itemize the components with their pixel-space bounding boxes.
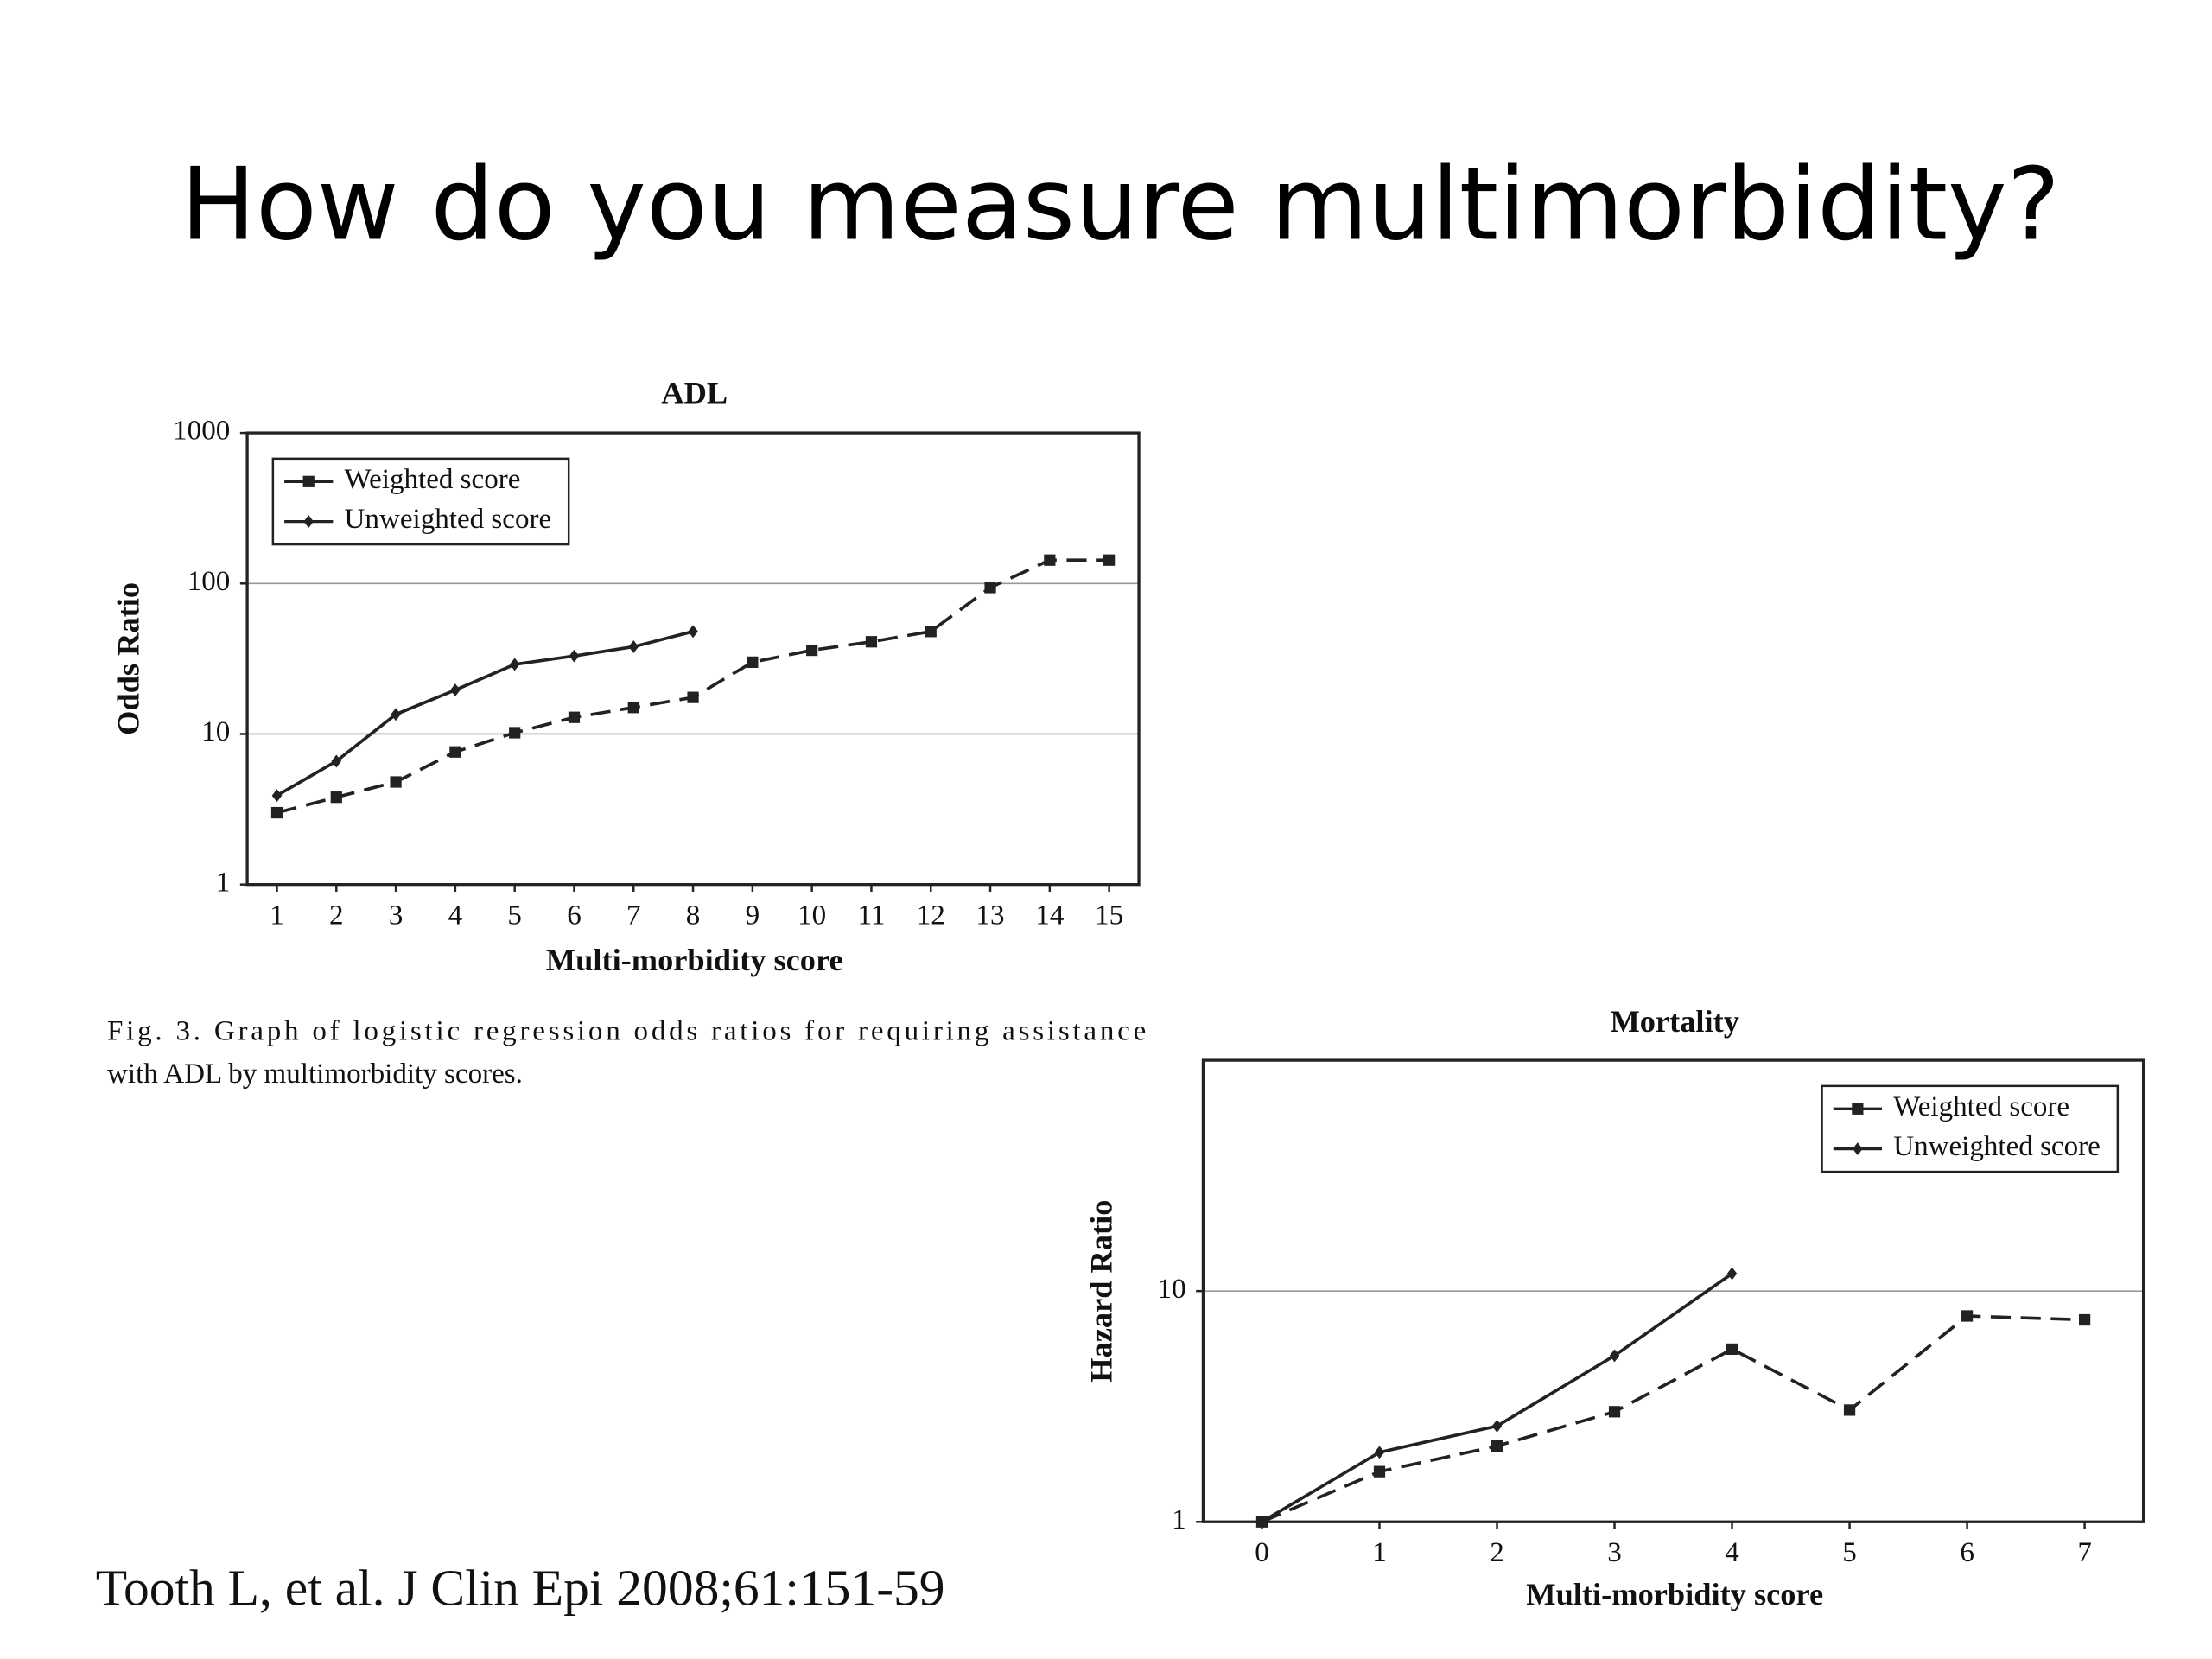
x-tick-label: 13 xyxy=(976,899,1005,931)
plot-frame xyxy=(1201,1058,2145,1523)
y-tick-label: 1000 xyxy=(173,416,230,447)
marker xyxy=(509,658,520,671)
x-tick-label: 6 xyxy=(567,899,582,931)
x-tick-label: 5 xyxy=(1842,1537,1857,1568)
x-axis-label: Multi-morbidity score xyxy=(546,943,843,977)
y-tick-label: 1 xyxy=(216,867,231,898)
caption-line: Fig. 3. Graph of logistic regression odd… xyxy=(107,1015,1146,1046)
marker xyxy=(569,649,580,663)
y-tick-label: 10 xyxy=(201,716,230,747)
legend-label: Weighted score xyxy=(345,464,521,495)
x-tick-label: 10 xyxy=(798,899,826,931)
marker xyxy=(391,708,401,721)
marker xyxy=(1726,1343,1738,1356)
caption-line: with ADL by multimorbidity scores. xyxy=(107,1058,523,1090)
legend-label: Weighted score xyxy=(1893,1091,2069,1122)
marker xyxy=(1103,554,1116,566)
marker xyxy=(806,644,818,657)
x-tick-label: 15 xyxy=(1095,899,1123,931)
x-tick-label: 5 xyxy=(507,899,522,931)
marker xyxy=(509,727,521,739)
x-tick-label: 1 xyxy=(1372,1537,1387,1568)
marker xyxy=(1491,1440,1503,1452)
x-tick-label: 14 xyxy=(1035,899,1065,931)
marker xyxy=(984,582,996,594)
marker xyxy=(568,711,581,723)
series-line xyxy=(1261,1272,1733,1523)
x-axis-label: Multi-morbidity score xyxy=(1526,1577,1823,1611)
slide-title: How do you measure multimorbidity? xyxy=(181,147,2060,263)
marker xyxy=(1609,1349,1620,1363)
y-tick-label: 100 xyxy=(188,566,231,597)
series-line xyxy=(1261,1314,2085,1523)
marker xyxy=(330,791,342,804)
marker xyxy=(270,806,283,819)
marker xyxy=(331,754,342,768)
x-tick-label: 9 xyxy=(746,899,760,931)
x-tick-label: 11 xyxy=(858,899,886,931)
marker xyxy=(303,515,314,529)
marker xyxy=(628,640,639,653)
x-tick-label: 4 xyxy=(1725,1537,1739,1568)
marker xyxy=(450,683,461,697)
x-tick-label: 8 xyxy=(686,899,701,931)
x-tick-label: 1 xyxy=(270,899,284,931)
legend-box xyxy=(1821,1084,2120,1173)
marker xyxy=(390,776,402,788)
marker xyxy=(1374,1446,1385,1459)
marker xyxy=(687,691,699,703)
x-tick-label: 12 xyxy=(917,899,945,931)
y-tick-label: 1 xyxy=(1172,1504,1186,1535)
marker xyxy=(747,656,759,668)
x-tick-label: 3 xyxy=(1607,1537,1622,1568)
legend-label: Unweighted score xyxy=(345,504,552,535)
chart-title: ADL xyxy=(661,375,728,410)
y-axis-label: Odds Ratio xyxy=(111,582,145,735)
marker xyxy=(1491,1419,1503,1433)
x-tick-label: 0 xyxy=(1255,1537,1269,1568)
marker xyxy=(449,746,461,758)
marker xyxy=(271,789,283,803)
x-tick-label: 6 xyxy=(1960,1537,1974,1568)
citation: Tooth L, et al. J Clin Epi 2008;61:151-5… xyxy=(96,1560,945,1617)
marker xyxy=(688,625,698,639)
marker xyxy=(2078,1313,2091,1326)
x-tick-label: 3 xyxy=(389,899,404,931)
x-tick-label: 2 xyxy=(329,899,344,931)
x-tick-label: 7 xyxy=(2077,1537,2092,1568)
marker xyxy=(627,702,639,714)
marker xyxy=(302,475,315,487)
marker xyxy=(925,626,937,638)
chart-title: Mortality xyxy=(1610,1004,1738,1039)
marker xyxy=(865,636,878,648)
marker xyxy=(1373,1465,1386,1478)
y-tick-label: 10 xyxy=(1158,1274,1186,1305)
series-line xyxy=(276,630,694,798)
legend-label: Unweighted score xyxy=(1893,1131,2101,1162)
marker xyxy=(1843,1404,1856,1416)
marker xyxy=(1608,1406,1621,1418)
marker xyxy=(1853,1142,1863,1156)
x-tick-label: 2 xyxy=(1490,1537,1504,1568)
y-axis-label: Hazard Ratio xyxy=(1084,1200,1119,1382)
marker xyxy=(1726,1267,1738,1281)
legend-box xyxy=(271,457,570,546)
marker xyxy=(1852,1103,1864,1115)
marker xyxy=(1961,1310,1974,1322)
series-line xyxy=(276,558,1109,815)
x-tick-label: 7 xyxy=(626,899,641,931)
marker xyxy=(1044,554,1056,566)
plot-frame xyxy=(245,431,1141,887)
x-tick-label: 4 xyxy=(448,899,463,931)
marker xyxy=(1256,1515,1268,1529)
